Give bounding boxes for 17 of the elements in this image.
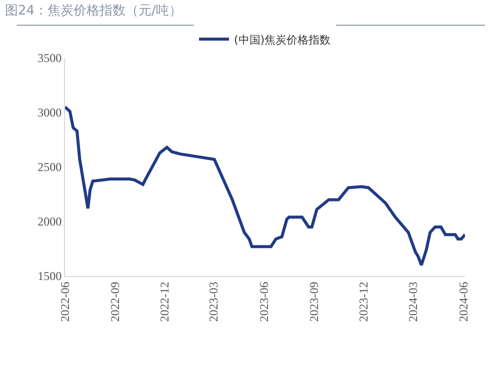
x-tick-label: 2023-09: [306, 282, 321, 322]
legend-label: (中国)焦炭价格指数: [234, 33, 331, 46]
chart-title: 图24：焦炭价格指数（元/吨）: [5, 4, 182, 19]
y-tick-label: 3000: [38, 106, 62, 120]
x-tick-label: 2023-06: [256, 282, 271, 322]
x-tick-label: 2022-09: [108, 282, 122, 322]
y-tick-label: 2000: [38, 214, 62, 229]
y-tick-label: 3500: [38, 51, 62, 66]
y-tick-label: 1500: [38, 269, 62, 284]
line-series: [65, 106, 465, 267]
x-tick-label: 2022-06: [58, 282, 72, 322]
x-tick-label: 2024-03: [406, 282, 420, 322]
x-tick-label: 2023-12: [356, 282, 371, 322]
x-tick-label: 2023-03: [206, 282, 221, 322]
x-tick-label: 2024-06: [456, 282, 470, 322]
x-tick-label: 2022-12: [158, 282, 172, 322]
y-tick-label: 2500: [38, 160, 62, 174]
